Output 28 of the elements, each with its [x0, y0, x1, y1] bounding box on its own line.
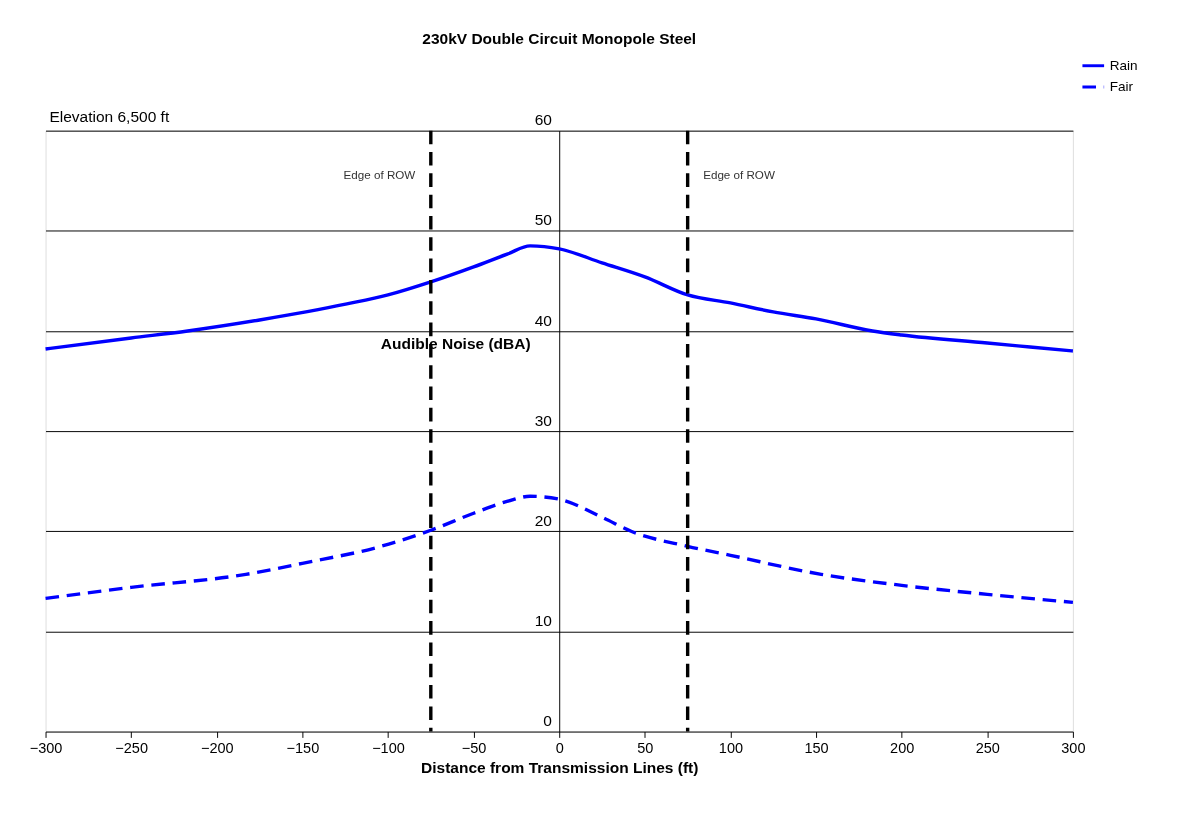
- ref-line-label: Edge of ROW: [343, 168, 416, 182]
- x-tick-label: 200: [890, 740, 915, 757]
- x-tick-label: 250: [975, 740, 1000, 757]
- text: Elevation 6,500 ft: [49, 107, 170, 125]
- x-tick-label: −150: [286, 740, 320, 757]
- x-tick-label: −200: [200, 740, 234, 757]
- x-axis-title: Distance from Transmission Lines (ft): [421, 758, 699, 776]
- x-tick-label: 100: [718, 740, 744, 757]
- y-tick-label: 60: [534, 111, 553, 129]
- x-tick-label: 150: [804, 740, 829, 757]
- y-axis-title: Audible Noise (dBA): [380, 334, 531, 352]
- y-tick-label: 0: [543, 712, 553, 730]
- chart-title: 230kV Double Circuit Monopole Steel: [422, 30, 697, 48]
- y-tick-label: 40: [534, 311, 553, 329]
- legend-label: Rain: [1109, 57, 1138, 73]
- x-tick-label: 0: [555, 740, 564, 757]
- x-tick-label: 300: [1061, 740, 1086, 757]
- y-tick-label: 20: [534, 511, 553, 529]
- y-tick-label: 30: [534, 411, 553, 429]
- x-tick-label: −300: [29, 740, 63, 757]
- legend-label: Fair: [1109, 78, 1134, 94]
- x-tick-label: 50: [637, 740, 654, 757]
- x-tick-label: −100: [372, 740, 405, 757]
- y-tick-label: 50: [534, 211, 553, 229]
- y-tick-label: 10: [534, 612, 553, 630]
- x-tick-label: −50: [461, 740, 487, 757]
- x-tick-label: −250: [115, 740, 148, 757]
- ref-line-label: Edge of ROW: [703, 168, 775, 182]
